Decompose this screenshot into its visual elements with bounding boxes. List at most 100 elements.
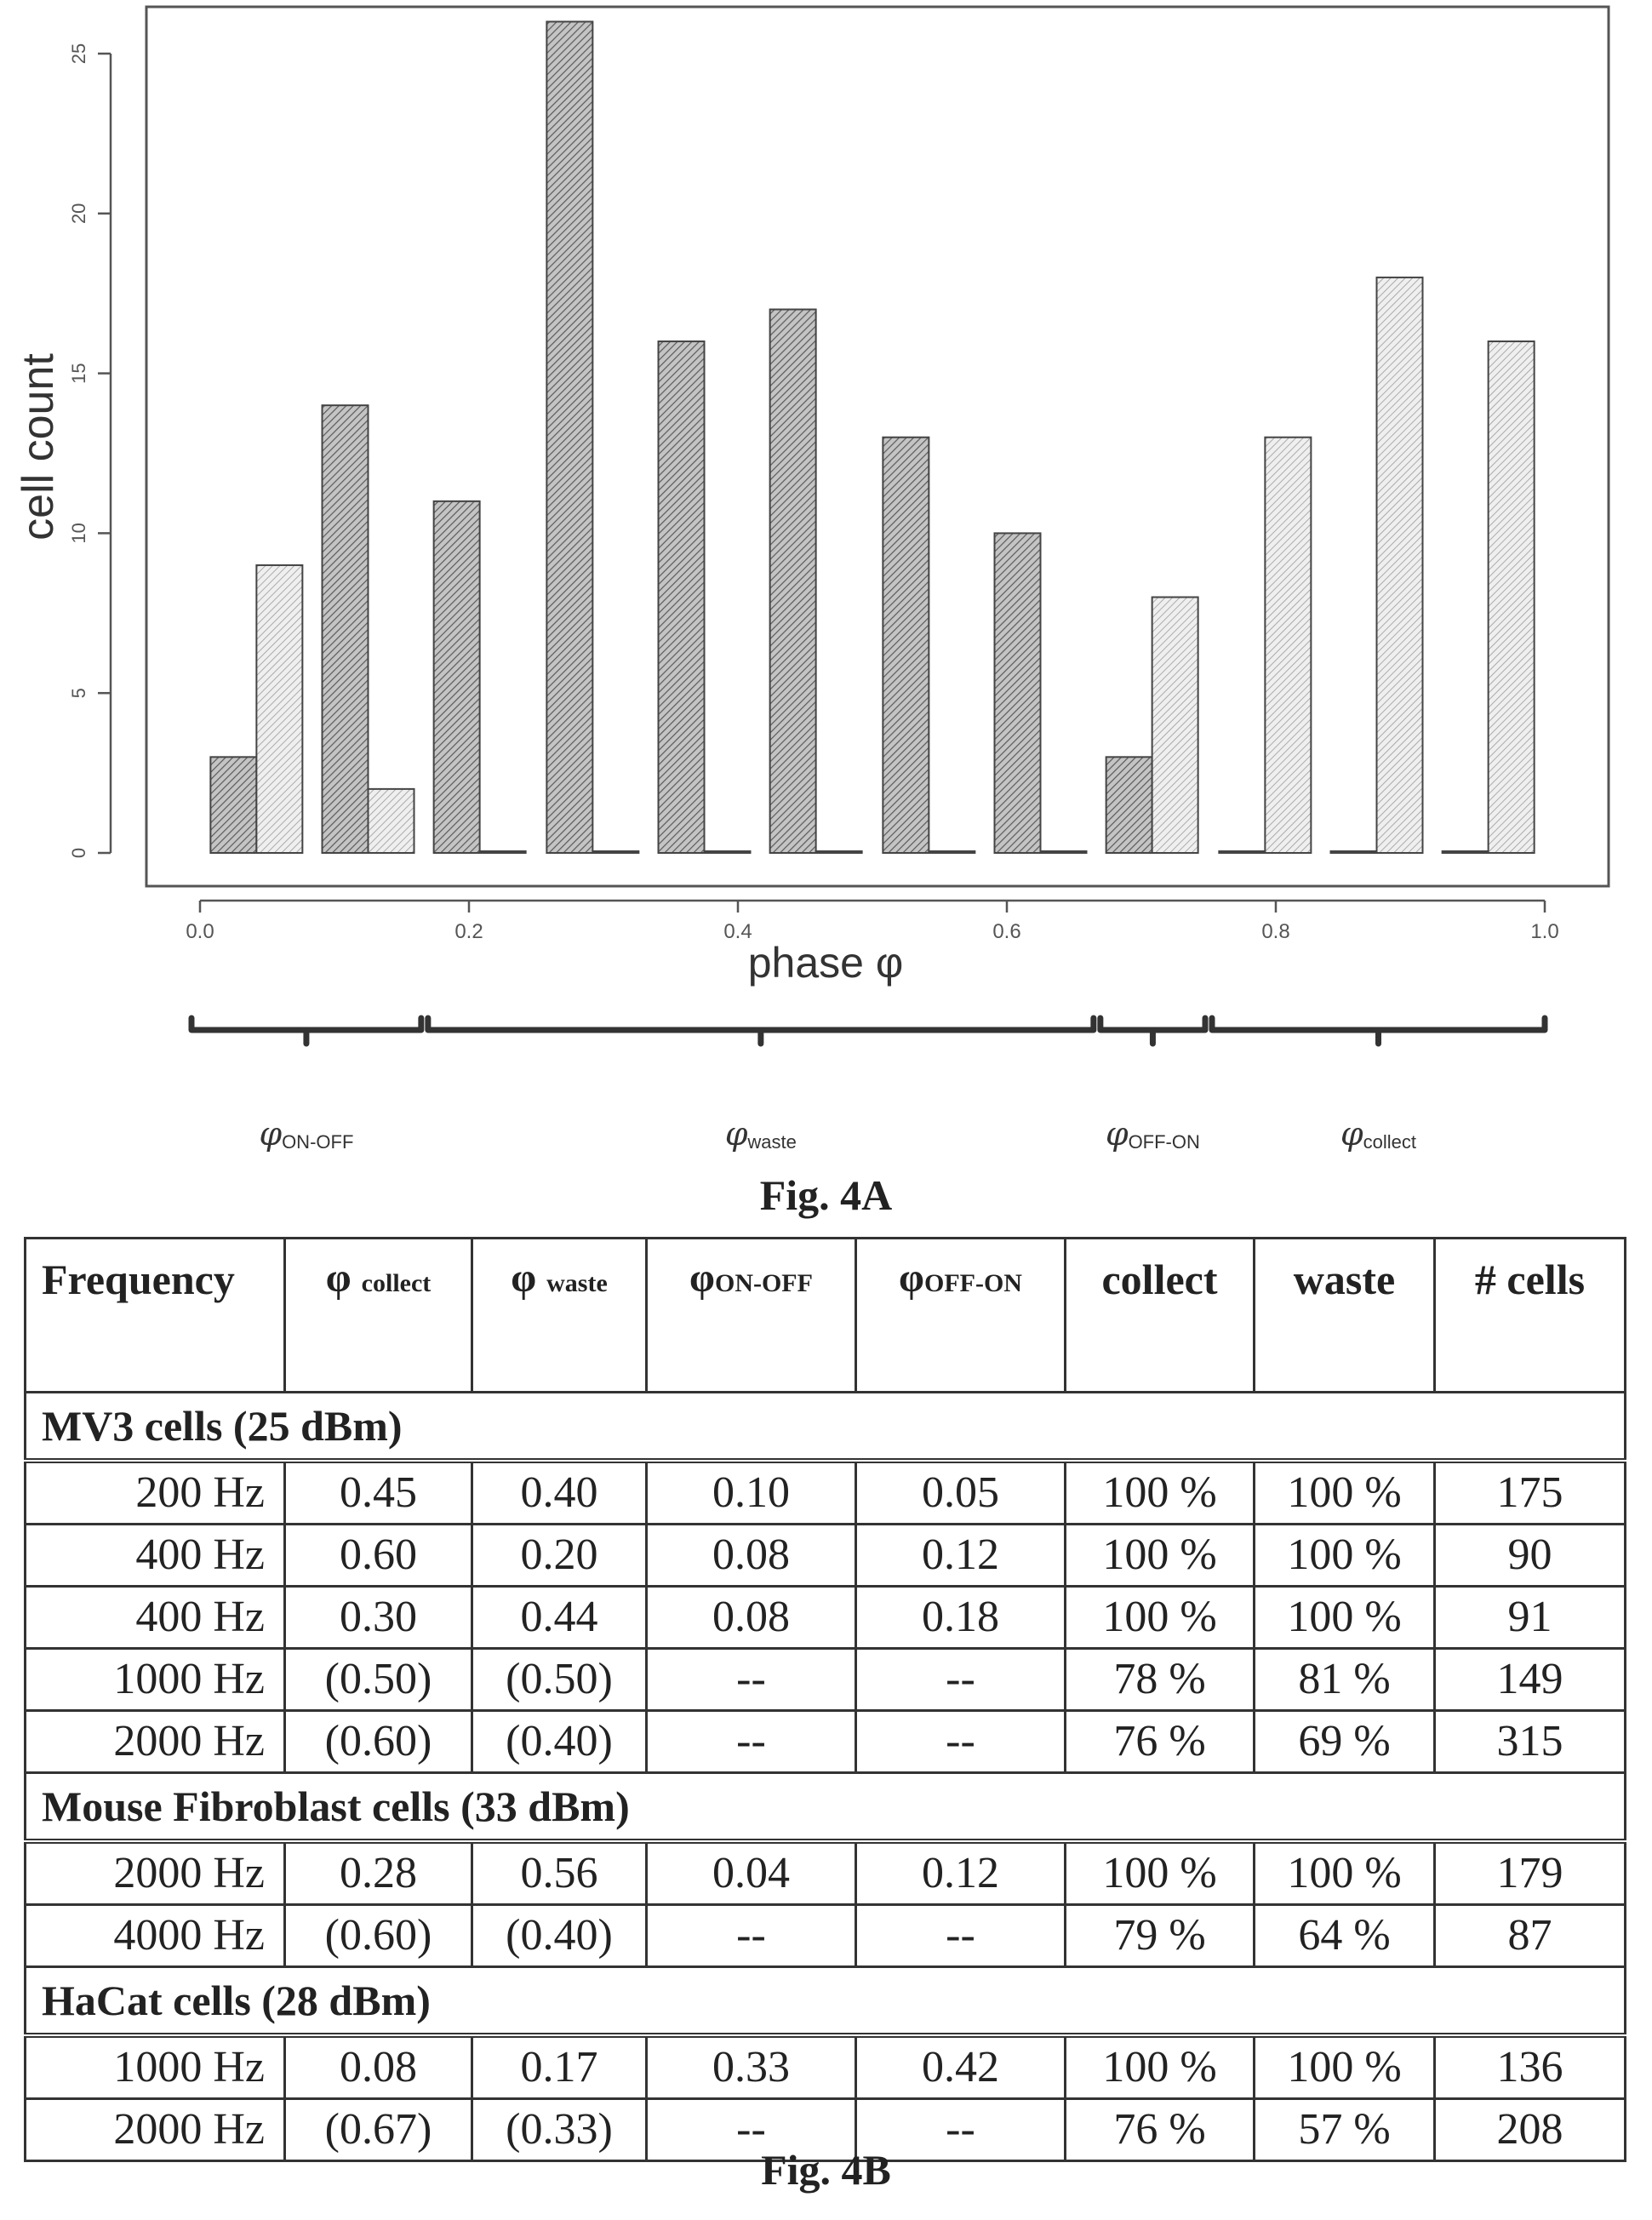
table-cell: 0.04 [645, 1840, 857, 1906]
table-cell: 149 [1433, 1647, 1626, 1712]
table-cell: 0.12 [855, 1523, 1066, 1588]
y-axis: 0 5 10 15 20 25 [68, 43, 112, 858]
range-label-symbol: φ [1340, 1115, 1363, 1153]
bar-series-2-group-4 [592, 850, 640, 854]
y-axis-label: cell count [14, 353, 63, 541]
y-tick-label: 15 [68, 363, 89, 383]
table-cell: -- [855, 1647, 1066, 1712]
bar-series-1-group-11 [1329, 850, 1378, 854]
header-phi-waste: φ waste [471, 1237, 648, 1393]
table-cell: 200 Hz [24, 1459, 286, 1525]
bar-series-2-group-2 [367, 787, 415, 855]
table-cell: 0.56 [471, 1840, 648, 1906]
table-cell: 400 Hz [24, 1585, 286, 1650]
bar-series-2-group-11 [1375, 276, 1424, 855]
y-tick-label: 25 [68, 43, 89, 64]
table-cell: 2000 Hz [24, 1840, 286, 1906]
table-cell: 0.42 [855, 2034, 1066, 2100]
table-cell: 0.28 [283, 1840, 473, 1906]
x-tick-label: 0.6 [992, 920, 1020, 943]
range-label: φcollect [1340, 1115, 1416, 1153]
bar-layer [209, 20, 1535, 855]
bar-series-2-group-1 [255, 564, 304, 855]
header-phi-collect: φ collect [283, 1237, 473, 1393]
range-label-symbol: φ [725, 1115, 748, 1153]
table-cell: 0.18 [855, 1585, 1066, 1650]
header-sub: collect [361, 1269, 432, 1297]
table-cell: 1000 Hz [24, 1647, 286, 1712]
table-cell: 100 % [1064, 1459, 1255, 1525]
bar-series-2-group-6 [815, 850, 863, 854]
header-sub: OFF-ON [923, 1269, 1022, 1297]
range-label: φON-OFF [259, 1115, 353, 1153]
table-row: 2000 Hz (0.60) (0.40) -- -- 76 % 69 % 315 [24, 1709, 1626, 1774]
x-tick-label: 0.2 [454, 920, 483, 943]
table-cell: 0.20 [471, 1523, 648, 1588]
table-row: 2000 Hz 0.28 0.56 0.04 0.12 100 % 100 % 179 [24, 1840, 1626, 1906]
table-cell: 91 [1433, 1585, 1626, 1650]
table-cell: 100 % [1253, 2034, 1436, 2100]
table-row: 1000 Hz 0.08 0.17 0.33 0.42 100 % 100 % 136 [24, 2034, 1626, 2100]
table-cell: 0.60 [283, 1523, 473, 1588]
header-cells: # cells [1433, 1237, 1626, 1393]
x-tick-label: 0.0 [186, 920, 214, 943]
bar-series-1-group-4 [546, 20, 594, 854]
x-tick-label: 1.0 [1530, 920, 1558, 943]
table-cell: 2000 Hz [24, 1709, 286, 1774]
table-cell: 175 [1433, 1459, 1626, 1525]
x-axis: 0.0 0.2 0.4 0.6 0.8 1.0 [186, 899, 1559, 943]
header-phi-on-off: φON-OFF [645, 1237, 857, 1393]
table-cell: (0.33) [471, 2097, 648, 2162]
table-cell: 0.17 [471, 2034, 648, 2100]
phi-symbol: φ [689, 1256, 715, 1301]
bar-series-1-group-9 [1105, 756, 1153, 855]
header-collect: collect [1064, 1237, 1255, 1393]
table-cell: (0.67) [283, 2097, 473, 2162]
bar-series-1-group-7 [882, 436, 930, 854]
x-tick-label: 0.8 [1261, 920, 1289, 943]
phi-symbol: φ [899, 1256, 924, 1301]
bar-series-1-group-10 [1218, 850, 1266, 854]
table-row: 400 Hz 0.60 0.20 0.08 0.12 100 % 100 % 90 [24, 1523, 1626, 1588]
table-cell: 100 % [1064, 1585, 1255, 1650]
bar-series-2-group-5 [703, 850, 752, 854]
table-cell: 90 [1433, 1523, 1626, 1588]
table-cell: 0.08 [645, 1585, 857, 1650]
table-cell: (0.40) [471, 1903, 648, 1968]
table-cell: (0.60) [283, 1709, 473, 1774]
bar-series-1-group-6 [769, 308, 817, 855]
table-cell: (0.50) [471, 1647, 648, 1712]
table-cell: -- [855, 1903, 1066, 1968]
table-cell: 100 % [1253, 1523, 1436, 1588]
table-cell: 0.45 [283, 1459, 473, 1525]
range-label: φwaste [725, 1115, 797, 1153]
table-cell: 208 [1433, 2097, 1626, 2162]
table-cell: 76 % [1064, 2097, 1255, 2162]
group-title: HaCat cells (28 dBm) [24, 1965, 1626, 2038]
group-title: MV3 cells (25 dBm) [24, 1391, 1626, 1463]
table-cell: 69 % [1253, 1709, 1436, 1774]
plot-frame [145, 5, 1610, 888]
table-header-row: Frequency φ collect φ waste φON-OFF φOFF… [24, 1237, 1626, 1393]
range-label-sub: ON-OFF [282, 1131, 353, 1153]
table-row: 400 Hz 0.30 0.44 0.08 0.18 100 % 100 % 91 [24, 1585, 1626, 1650]
range-bracket [1209, 1015, 1548, 1047]
table-cell: 100 % [1064, 1523, 1255, 1588]
bar-series-2-group-7 [928, 850, 976, 854]
fig-4a-histogram: 0 5 10 15 20 25 0.0 0.2 0.4 0.6 0.8 1.0 cell count… [14, 5, 1610, 1153]
table-cell: 0.08 [283, 2034, 473, 2100]
table-cell: 0.08 [645, 1523, 857, 1588]
y-tick-label: 20 [68, 203, 89, 224]
table-cell: 57 % [1253, 2097, 1436, 2162]
table-cell: -- [645, 1709, 857, 1774]
table-cell: 0.30 [283, 1585, 473, 1650]
table-cell: 78 % [1064, 1647, 1255, 1712]
table-cell: 87 [1433, 1903, 1626, 1968]
table-cell: 315 [1433, 1709, 1626, 1774]
table-cell: -- [645, 2097, 857, 2162]
table-cell: 179 [1433, 1840, 1626, 1906]
table-cell: 0.33 [645, 2034, 857, 2100]
table-cell: (0.50) [283, 1647, 473, 1712]
range-bracket [1097, 1015, 1209, 1047]
header-sub: ON-OFF [714, 1269, 813, 1297]
